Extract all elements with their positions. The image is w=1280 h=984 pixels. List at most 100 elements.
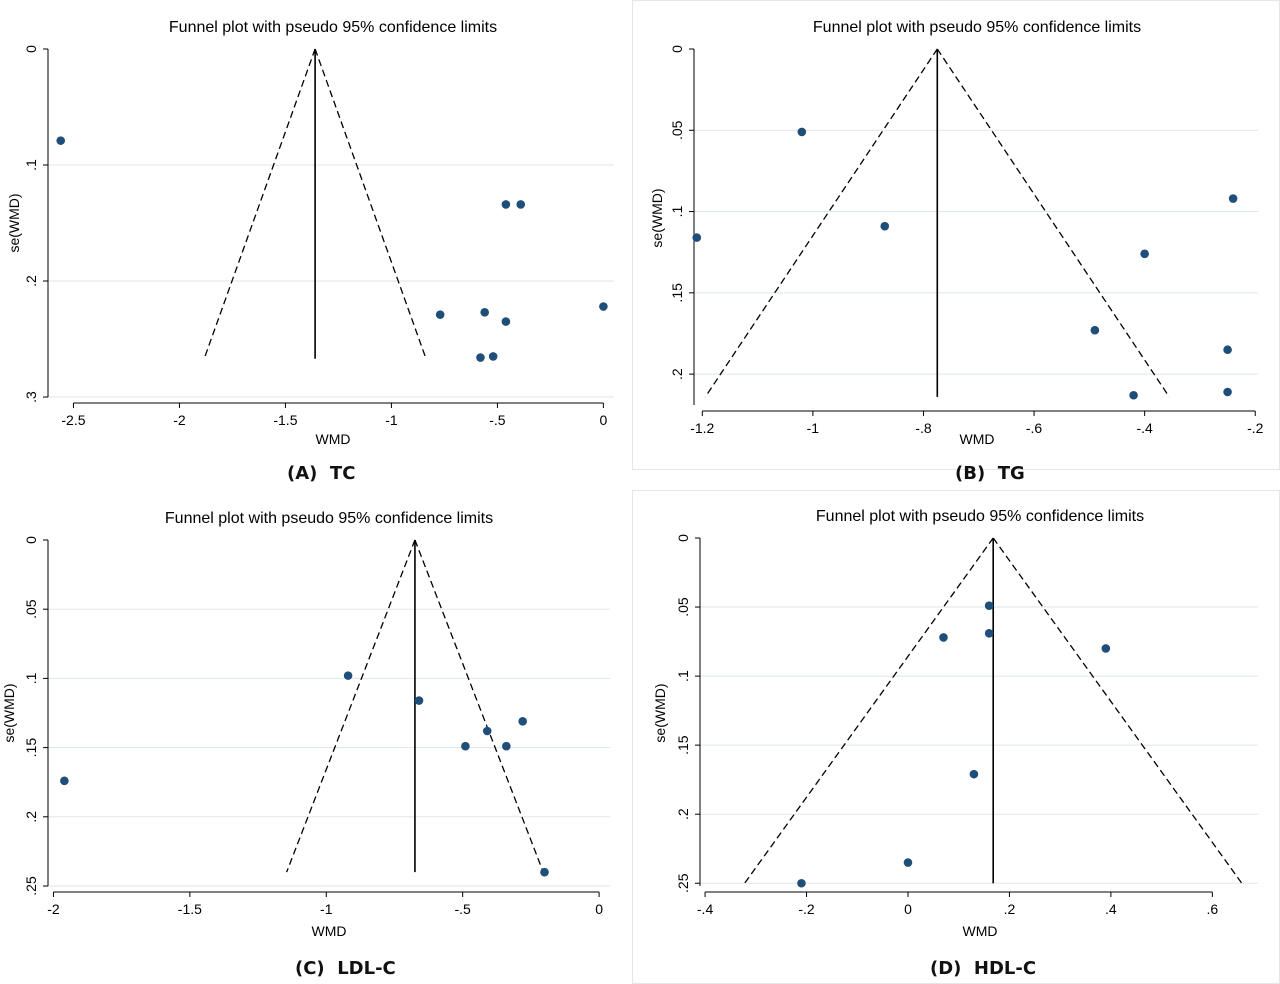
y-axis-title: se(WMD) [6,193,22,252]
study-point [461,741,470,751]
x-tick-label: -1.2 [690,420,714,436]
x-tick-label: -.4 [697,901,714,917]
study-point [599,302,608,311]
x-tick-label: -1 [320,901,333,917]
study-point [1223,345,1232,355]
y-tick-label: .15 [675,735,691,755]
study-point [1223,387,1232,397]
x-tick-label: -.8 [915,420,932,436]
caption-ldl-c: (C) LDL-C [295,958,396,979]
y-tick-label: .1 [675,670,691,682]
y-tick-label: .25 [23,876,39,896]
study-point [518,717,527,726]
study-point [414,696,424,705]
y-tick-label: .05 [23,599,39,619]
y-tick-label: 0 [23,45,39,53]
y-axis-title: se(WMD) [652,683,668,742]
x-axis-title: WMD [316,431,351,447]
study-point [880,221,890,231]
y-tick-label: .2 [669,368,685,380]
x-tick-label: .4 [1105,901,1117,917]
caption-hdl-c: (D) HDL-C [930,958,1037,979]
study-point [1140,249,1149,259]
study-point [60,776,69,786]
lower-confidence-limit [704,48,938,398]
x-axis-title: WMD [963,923,998,939]
upper-confidence-limit [936,48,1170,398]
y-tick-label: .1 [23,159,39,171]
upper-confidence-limit [414,539,544,873]
y-tick-label: .05 [669,120,685,140]
upper-confidence-limit [992,537,1243,884]
study-point [480,308,489,317]
y-tick-label: .25 [675,873,691,893]
x-tick-label: -.6 [1026,420,1043,436]
y-tick-label: .2 [675,808,691,820]
x-tick-label: -2 [47,901,60,917]
study-point [692,233,702,242]
study-point [343,671,353,680]
x-tick-label: -.2 [1247,420,1264,436]
y-tick-label: .2 [23,811,39,823]
study-point [476,353,485,362]
study-point [1090,325,1100,335]
study-point [1129,390,1138,400]
study-point [939,633,948,642]
study-point [501,200,511,209]
x-tick-label: -2.5 [61,412,85,428]
y-tick-label: .1 [23,672,39,684]
chart-title: Funnel plot with pseudo 95% confidence l… [165,510,493,527]
study-point [502,741,511,751]
y-tick-label: .15 [669,283,685,303]
study-point [1101,644,1111,653]
x-tick-label: -.4 [1136,420,1153,436]
study-point [1228,194,1238,203]
x-axis-title: WMD [312,923,347,939]
caption-tg: (B) TG [955,463,1025,484]
caption-tc: (A) TC [287,463,356,484]
y-tick-label: 0 [23,536,39,544]
chart-title: Funnel plot with pseudo 95% confidence l… [816,508,1144,525]
chart-title: Funnel plot with pseudo 95% confidence l… [169,19,497,36]
study-point [516,200,526,209]
study-point [435,310,445,319]
study-point [56,136,66,145]
x-tick-label: .2 [1004,901,1016,917]
study-point [797,878,806,888]
y-axis-title: se(WMD) [1,683,17,742]
y-tick-label: .1 [669,206,685,218]
x-tick-label: 0 [600,412,608,428]
y-tick-label: .3 [23,391,39,403]
y-tick-label: .05 [675,597,691,617]
x-tick-label: -.2 [798,901,815,917]
y-tick-label: 0 [669,45,685,53]
x-tick-label: -2 [173,412,186,428]
x-tick-label: -.5 [489,412,506,428]
y-tick-label: 0 [675,534,691,542]
x-tick-label: -.5 [455,901,472,917]
study-point [797,127,807,137]
x-tick-label: -1.5 [273,412,297,428]
study-point [984,601,994,610]
x-axis-title: WMD [960,431,995,447]
y-tick-label: .15 [23,738,39,758]
x-tick-label: -1.5 [178,901,202,917]
chart-title: Funnel plot with pseudo 95% confidence l… [813,19,1141,36]
study-point [984,628,994,638]
y-tick-label: .2 [23,275,39,287]
lower-confidence-limit [744,537,994,884]
x-tick-label: 0 [904,901,912,917]
x-tick-label: -1 [807,420,820,436]
study-point [969,769,979,779]
study-point [488,352,498,361]
lower-confidence-limit [285,539,416,873]
x-tick-label: .6 [1207,901,1219,917]
study-point [482,726,492,736]
x-tick-label: -1 [385,412,398,428]
x-tick-label: 0 [595,901,603,917]
study-point [540,867,549,877]
